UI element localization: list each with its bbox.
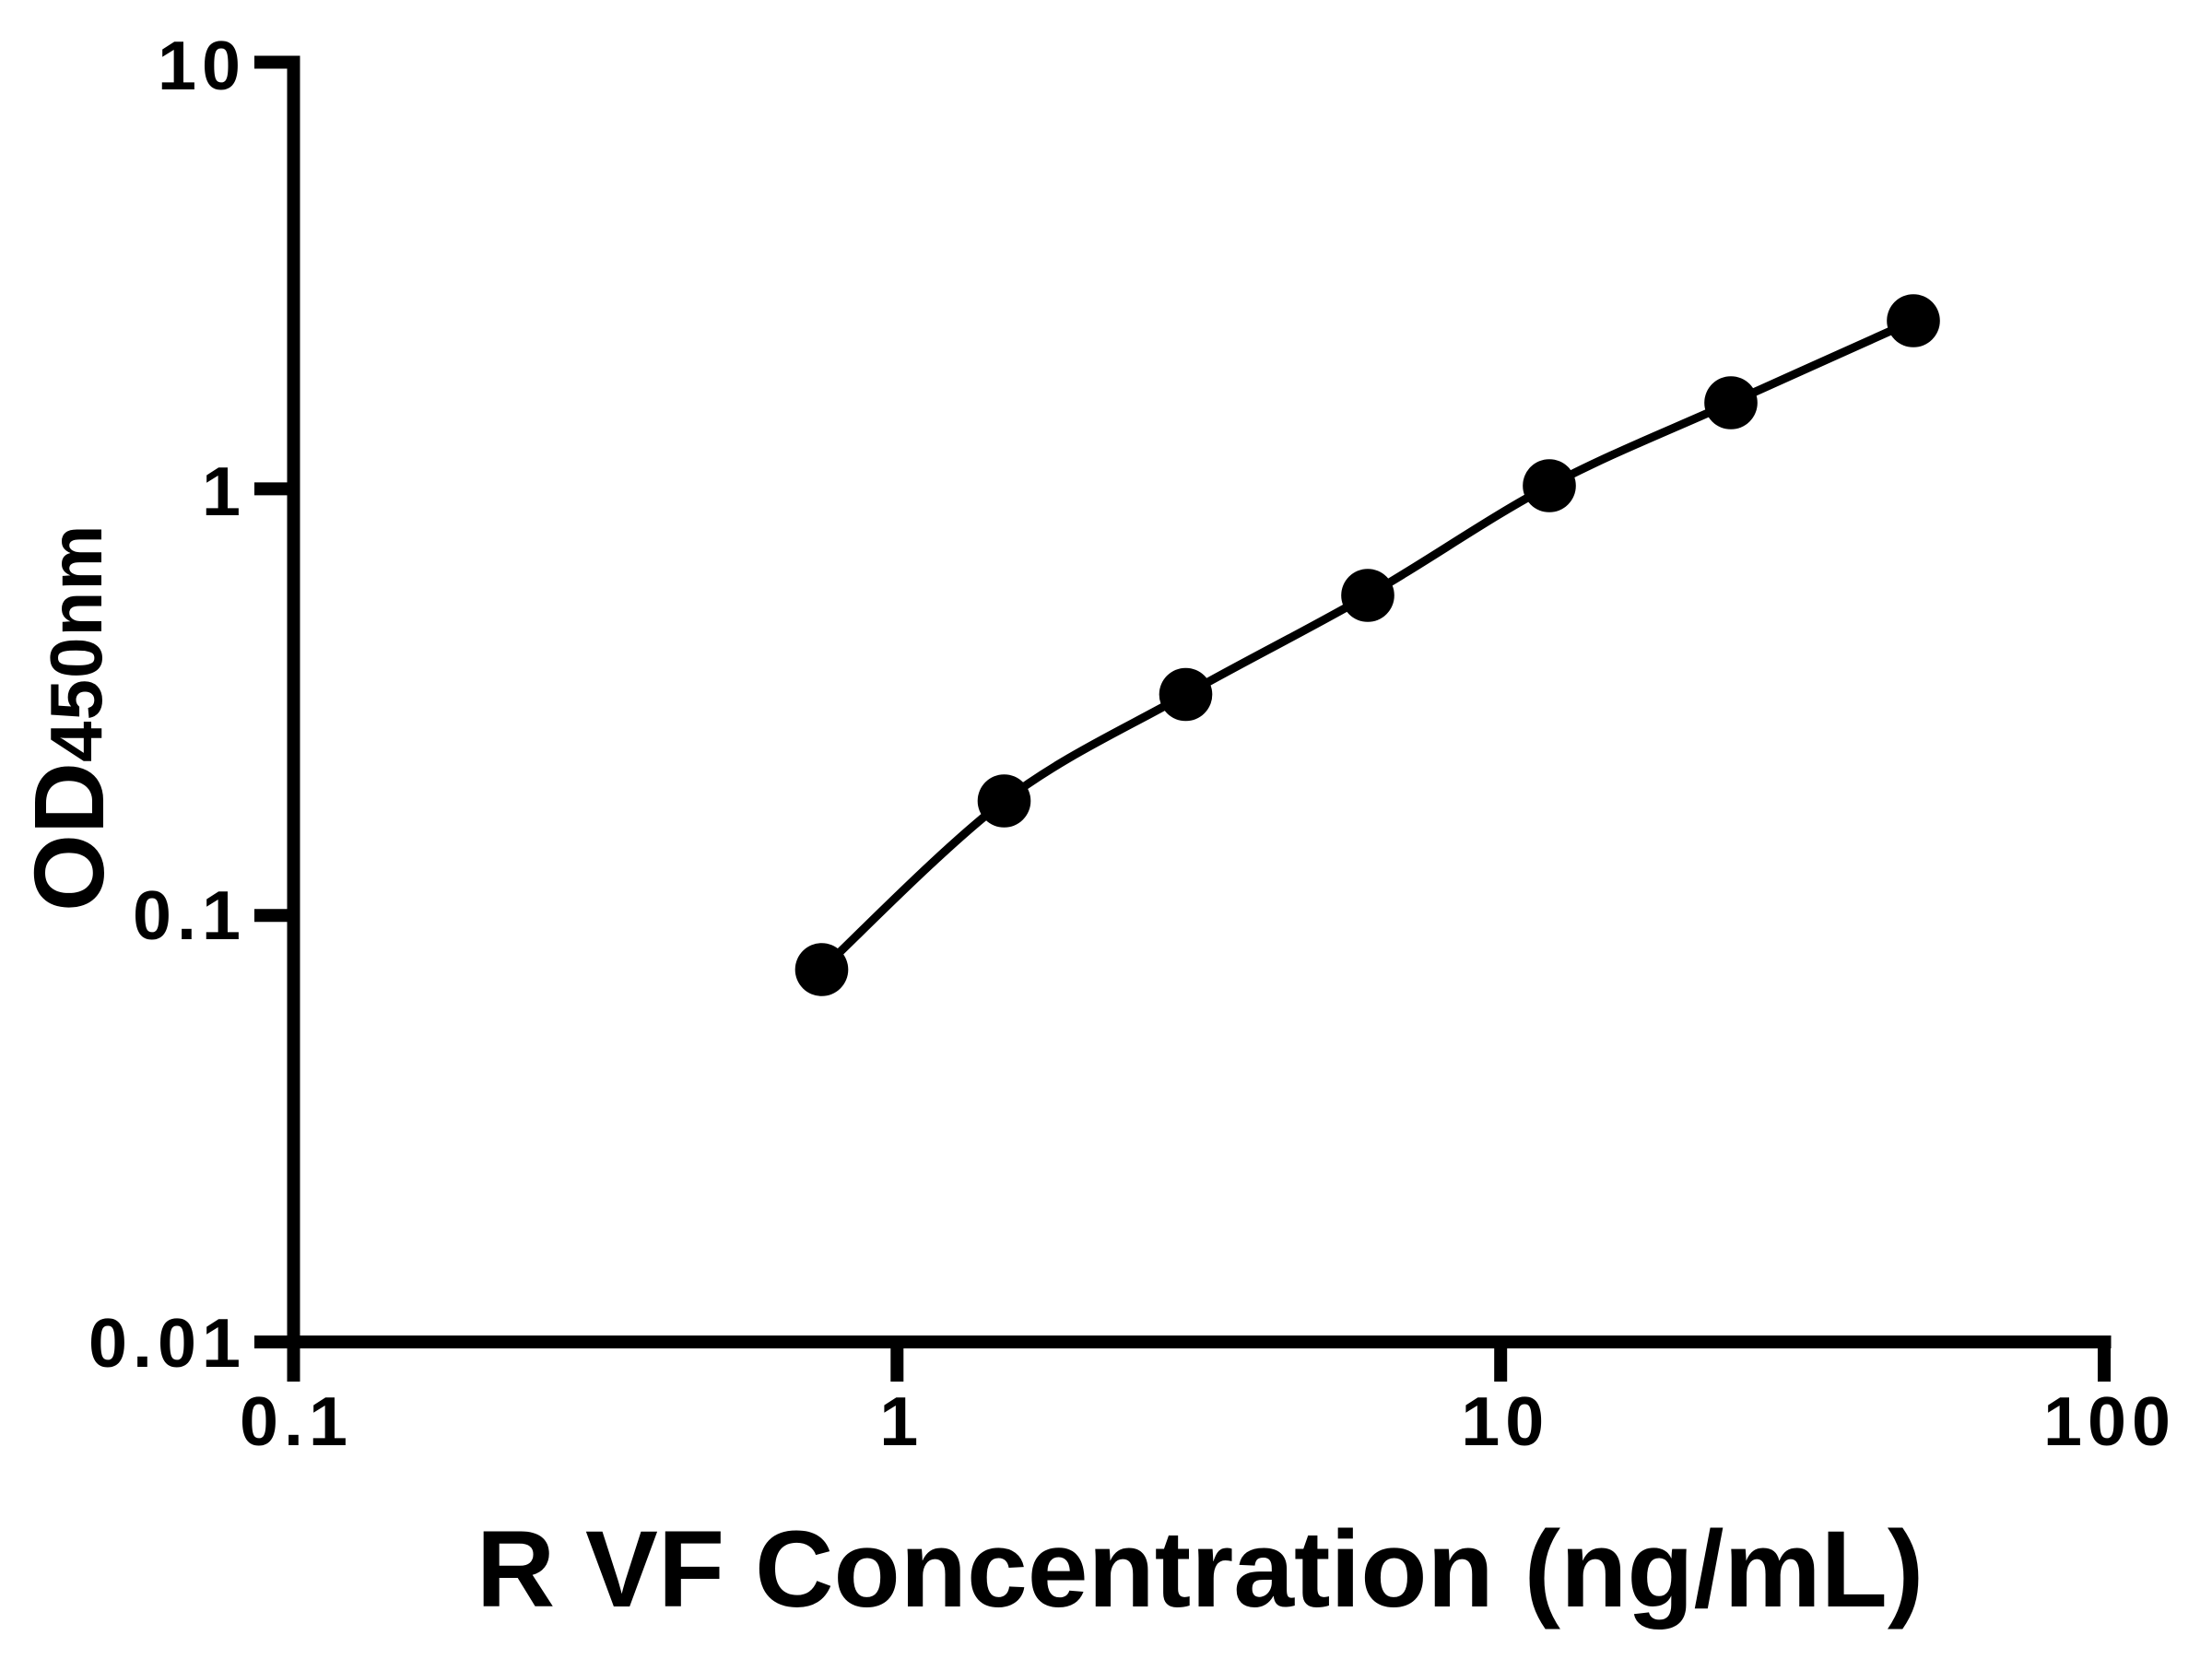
svg-text:0.01: 0.01	[88, 1304, 246, 1382]
svg-text:10: 10	[1461, 1382, 1549, 1460]
svg-text:100: 100	[2043, 1382, 2176, 1460]
svg-text:1: 1	[879, 1382, 924, 1460]
svg-text:0.1: 0.1	[133, 877, 246, 954]
svg-text:R VF Concentration (ng/mL): R VF Concentration (ng/mL)	[477, 1509, 1924, 1630]
svg-text:10: 10	[158, 27, 246, 104]
svg-text:1: 1	[202, 453, 246, 530]
svg-text:0.1: 0.1	[240, 1382, 353, 1460]
